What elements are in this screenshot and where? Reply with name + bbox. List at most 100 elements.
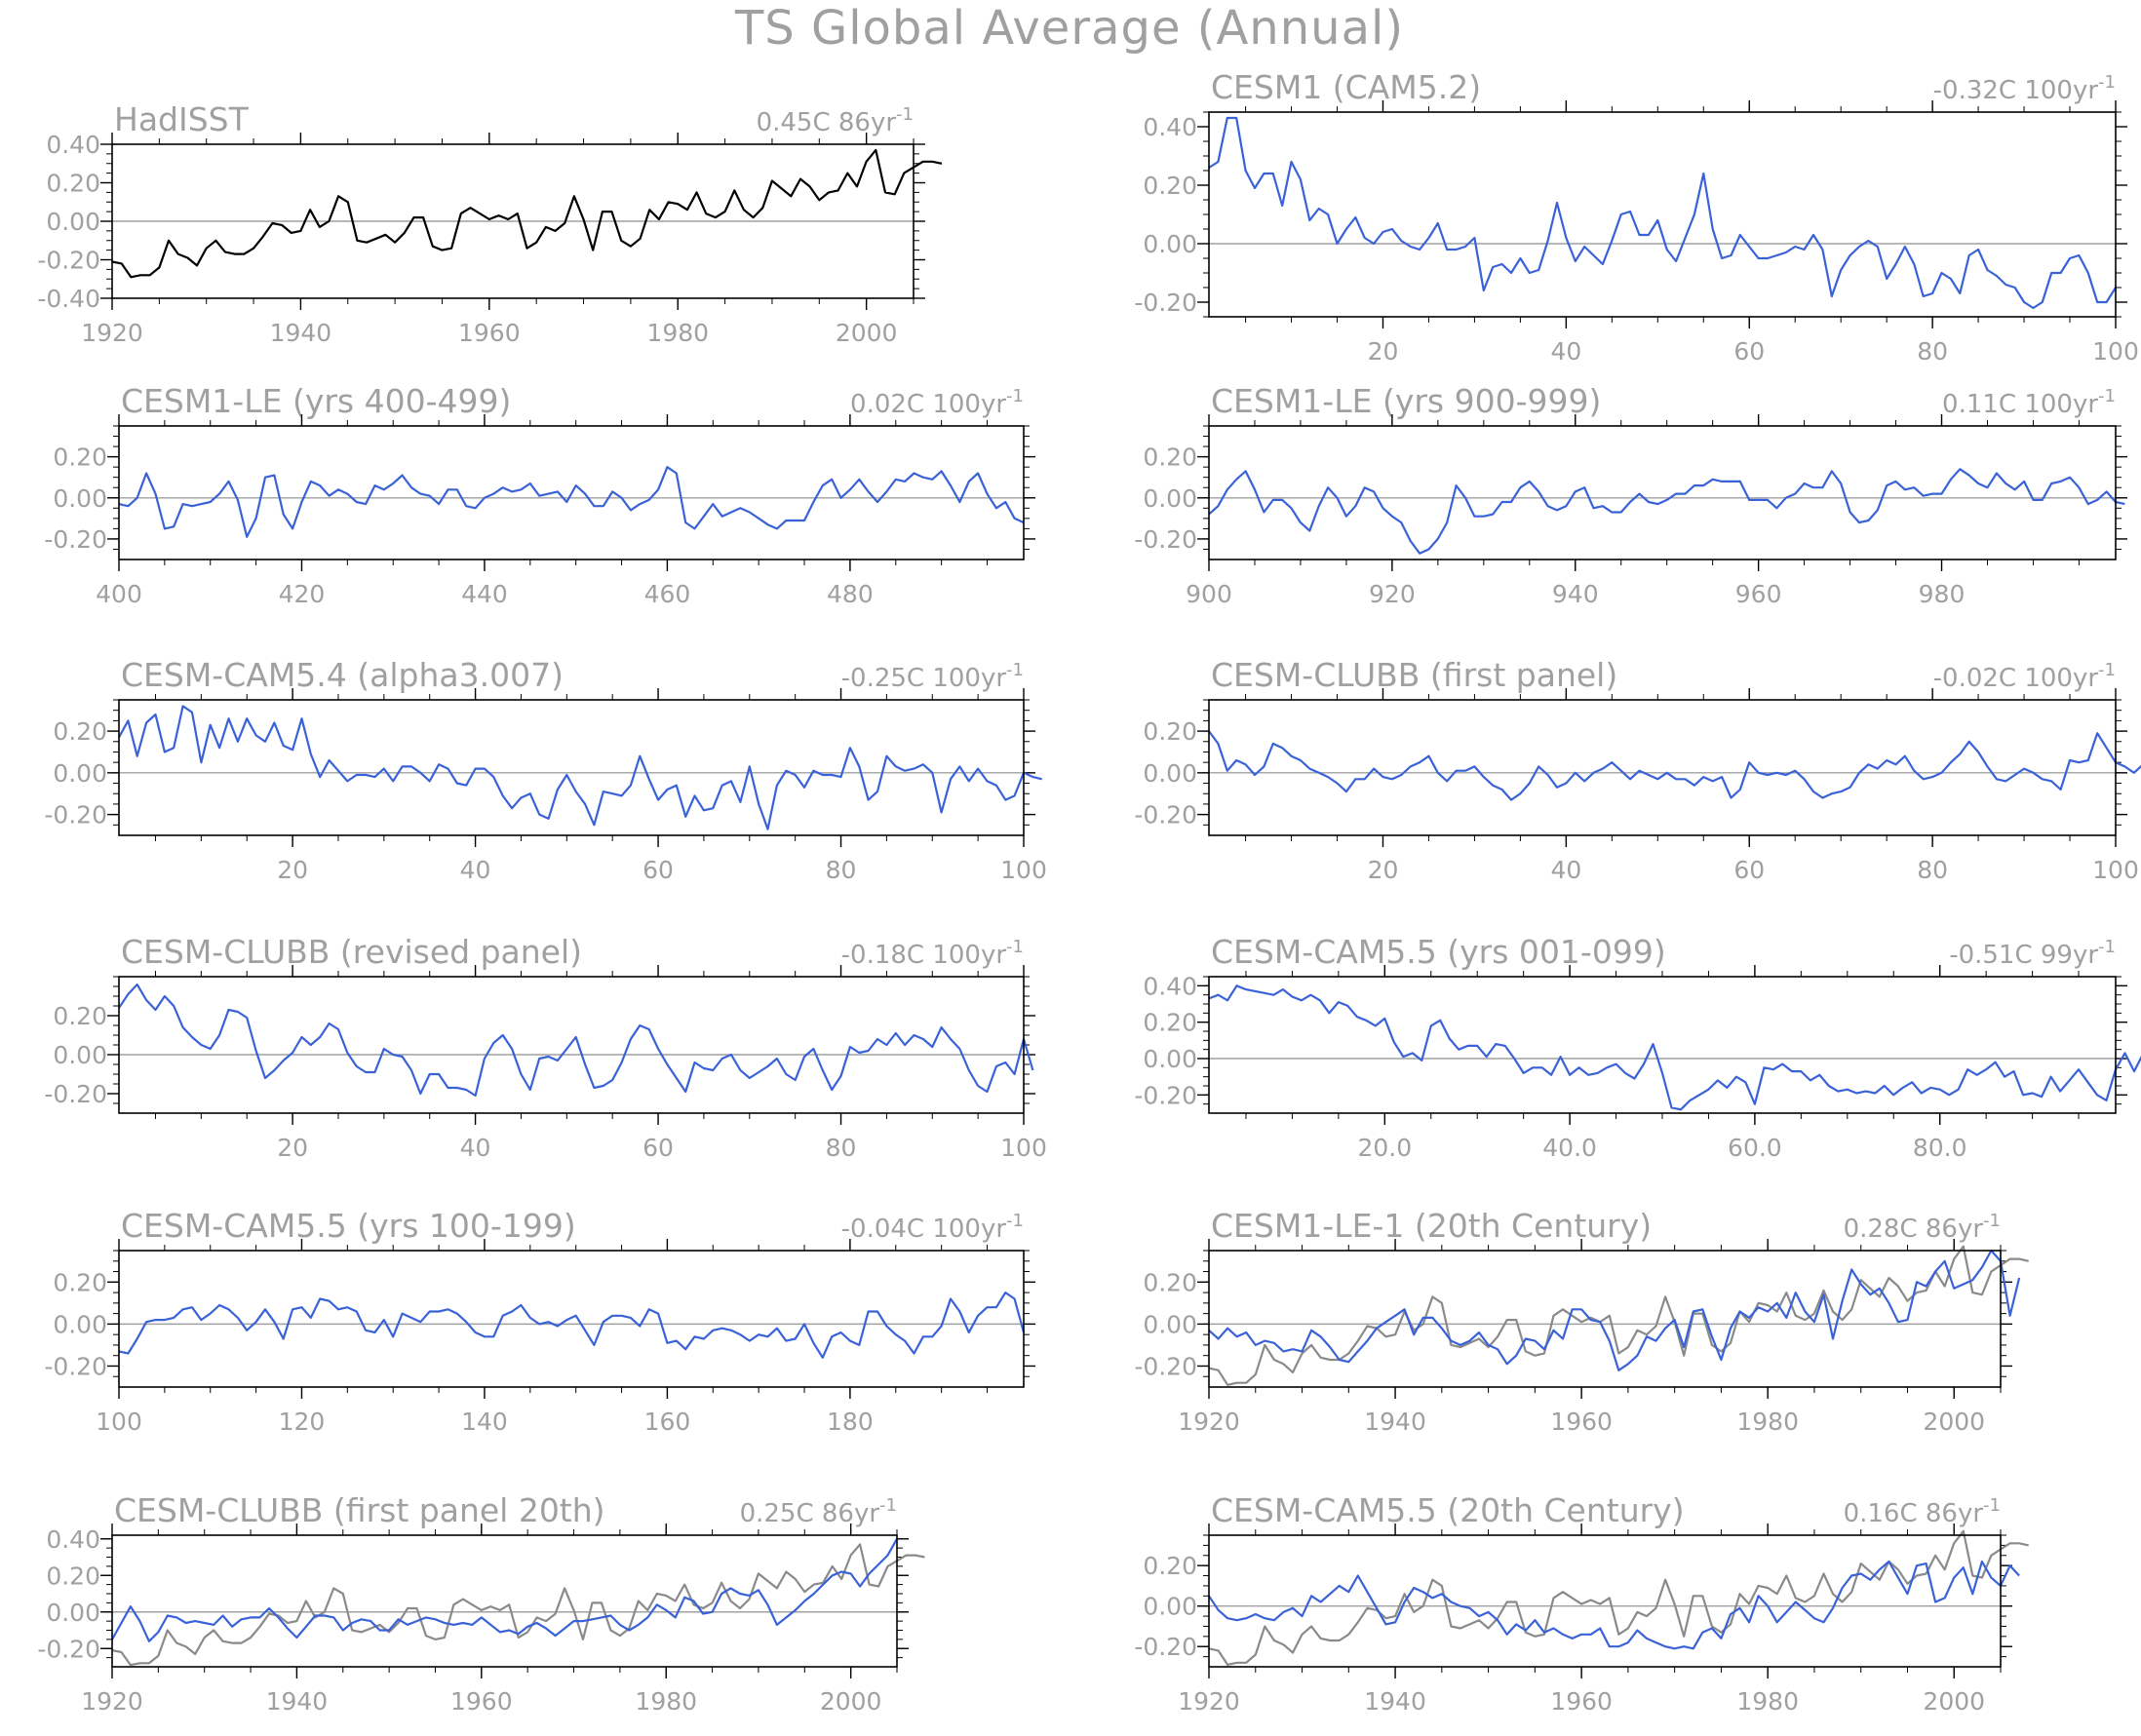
panel-title: HadISST	[114, 100, 250, 138]
x-tick-label: 1920	[1178, 1687, 1240, 1716]
x-tick-label: 1980	[646, 319, 709, 347]
x-tick-label: 20	[1368, 337, 1399, 366]
x-tick-label: 2000	[1923, 1687, 1985, 1716]
y-tick-label: 0.00	[1143, 1045, 1197, 1073]
trend-value: -0.02C 100yr	[1933, 664, 2099, 693]
trend-value: 0.02C 100yr	[850, 390, 1006, 419]
chart-panel: CESM-CLUBB (first panel) -0.02C 100yr-1 0.…	[1134, 656, 2141, 884]
x-tick-label: 2000	[820, 1687, 882, 1716]
x-tick-label: 80	[826, 856, 857, 884]
panel-title: CESM1-LE (yrs 400-499)	[121, 382, 511, 420]
x-tick-label: 460	[644, 580, 691, 608]
x-tick-label: 60	[642, 856, 674, 884]
panel-title: CESM-CAM5.5 (20th Century)	[1211, 1491, 1685, 1529]
x-tick-label: 1960	[1550, 1408, 1613, 1436]
trend-label: 0.45C 86yr-1	[757, 104, 914, 137]
trend-label: 0.02C 100yr-1	[850, 386, 1024, 419]
x-tick-label: 420	[279, 580, 326, 608]
x-tick-label: 40	[1550, 856, 1581, 884]
series-line	[118, 1291, 1026, 1359]
x-tick-label: 80	[826, 1134, 857, 1162]
y-tick-label: 0.00	[1143, 484, 1197, 513]
y-tick-label: 0.20	[53, 1268, 107, 1296]
panels: HadISST 0.45C 86yr-10.400.200.00-0.20-0.4…	[37, 68, 2141, 1716]
x-tick-label: 1940	[266, 1687, 329, 1716]
trend-value: 0.11C 100yr	[1942, 390, 2098, 419]
y-tick-label: 0.40	[46, 131, 100, 159]
x-tick-label: 1980	[1736, 1408, 1799, 1436]
panel-title: CESM-CAM5.5 (yrs 001-099)	[1211, 933, 1666, 971]
panel-title: CESM-CLUBB (revised panel)	[121, 933, 582, 971]
x-tick-label: 920	[1369, 580, 1416, 608]
y-tick-label: 0.20	[1143, 444, 1197, 472]
trend-label: -0.51C 99yr-1	[1949, 937, 2116, 970]
x-tick-label: 480	[827, 580, 874, 608]
y-tick-label: 0.20	[1143, 717, 1197, 746]
y-tick-label: 0.20	[1143, 172, 1197, 200]
trend-value: -0.32C 100yr	[1933, 76, 2099, 105]
y-tick-label: 0.00	[53, 759, 107, 788]
x-tick-label: 100	[96, 1408, 142, 1436]
y-tick-label: -0.20	[1134, 801, 1197, 829]
y-tick-label: 0.00	[46, 208, 100, 236]
series-line-model	[1208, 1249, 2021, 1371]
trend-label: -0.25C 100yr-1	[841, 660, 1024, 693]
plot-frame	[1208, 1250, 2002, 1388]
x-tick-label: 980	[1919, 580, 1966, 608]
chart-panel: CESM-CLUBB (revised panel) -0.18C 100yr-1…	[44, 933, 1047, 1162]
plot-frame	[118, 699, 1025, 836]
trend-label: 0.28C 86yr-1	[1844, 1211, 2001, 1244]
chart-panel: HadISST 0.45C 86yr-1 0.40 0.20 0.00 -0.20 -0.4…	[37, 100, 943, 347]
trend-superscript: -1	[1983, 1211, 2001, 1231]
y-tick-label: 0.00	[53, 484, 107, 513]
trend-value: 0.28C 86yr	[1844, 1215, 1984, 1244]
trend-value: 0.25C 86yr	[740, 1499, 880, 1528]
x-tick-label: 60	[1733, 856, 1765, 884]
chart-panel: CESM1-LE (yrs 900-999) 0.11C 100yr-1 0.20 0…	[1134, 382, 2127, 608]
trend-superscript: -1	[2098, 660, 2116, 680]
figure-title: TS Global Average (Annual)	[734, 1, 1404, 56]
x-tick-label: 940	[1552, 580, 1599, 608]
plot-frame	[118, 1250, 1025, 1388]
panel-title: CESM-CAM5.4 (alpha3.007)	[121, 656, 564, 694]
x-tick-label: 60	[1733, 337, 1765, 366]
x-tick-label: 100	[1000, 856, 1047, 884]
trend-value: -0.51C 99yr	[1949, 941, 2098, 970]
panel-title: CESM1-LE (yrs 900-999)	[1211, 382, 1601, 420]
series-line	[118, 983, 1034, 1098]
trend-value: 0.16C 86yr	[1844, 1499, 1984, 1528]
y-tick-label: -0.20	[44, 1080, 107, 1108]
y-tick-label: -0.40	[37, 285, 100, 313]
x-tick-label: 20	[277, 1134, 308, 1162]
panel-title: CESM-CAM5.5 (yrs 100-199)	[121, 1207, 576, 1245]
y-tick-label: -0.20	[44, 525, 107, 554]
series-line-obs	[1208, 1529, 2029, 1667]
plot-frame	[118, 425, 1025, 560]
trend-value: -0.04C 100yr	[841, 1215, 1007, 1244]
panel-title: CESM1 (CAM5.2)	[1211, 68, 1481, 106]
trend-value: 0.45C 86yr	[757, 108, 897, 137]
x-tick-label: 60	[642, 1134, 674, 1162]
chart-panel: CESM-CAM5.5 (20th Century) 0.16C 86yr-10.…	[1134, 1491, 2029, 1716]
x-tick-label: 160	[644, 1408, 691, 1436]
trend-superscript: -1	[1983, 1495, 2001, 1516]
trend-value: -0.25C 100yr	[841, 664, 1007, 693]
y-tick-label: 0.20	[46, 1562, 100, 1590]
x-tick-label: 400	[96, 580, 142, 608]
x-tick-label: 40	[1550, 337, 1581, 366]
y-tick-label: 0.00	[46, 1599, 100, 1627]
trend-superscript: -1	[2098, 937, 2116, 957]
trend-label: 0.16C 86yr-1	[1844, 1495, 2001, 1528]
trend-superscript: -1	[1006, 386, 1024, 406]
plot-frame	[118, 976, 1025, 1114]
y-tick-label: -0.20	[44, 1352, 107, 1380]
series-line	[1208, 116, 2117, 310]
y-tick-label: 0.20	[53, 444, 107, 472]
x-tick-label: 100	[1000, 1134, 1047, 1162]
trend-label: -0.04C 100yr-1	[841, 1211, 1024, 1244]
trend-value: -0.18C 100yr	[841, 941, 1007, 970]
x-tick-label: 1940	[270, 319, 332, 347]
y-tick-label: -0.20	[37, 247, 100, 275]
plot-frame	[1208, 1534, 2002, 1668]
x-tick-label: 20	[277, 856, 308, 884]
